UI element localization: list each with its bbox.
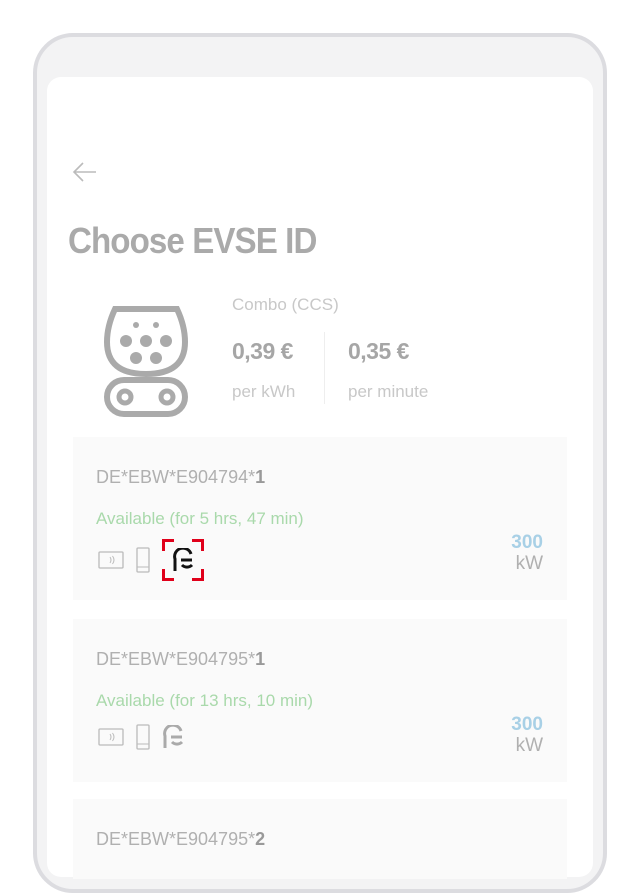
ccs-combo-plug-icon (103, 306, 189, 417)
divider (324, 332, 325, 404)
connector-type: Combo (CCS) (232, 295, 339, 314)
smartphone-icon (136, 547, 150, 573)
status-text: Available (for 5 hrs, 47 min) (96, 509, 304, 528)
page-title: Choose EVSE ID (68, 220, 317, 261)
power-rating: 300 kW (511, 714, 543, 756)
evse-card[interactable]: DE*EBW*E904795*2 (73, 799, 567, 879)
evse-card[interactable]: DE*EBW*E904795*1 Available (for 13 hrs, … (73, 619, 567, 782)
evse-id: DE*EBW*E904794*1 (96, 467, 266, 487)
plug-and-charge-selected[interactable] (162, 539, 204, 581)
arrow-left-icon[interactable] (72, 160, 98, 184)
evse-card[interactable]: DE*EBW*E904794*1 Available (for 5 hrs, 4… (73, 437, 567, 600)
plug-and-charge-icon[interactable] (162, 725, 184, 749)
rfid-card-icon (98, 728, 124, 746)
unit-per-minute: per minute (348, 382, 429, 401)
evse-id: DE*EBW*E904795*2 (96, 829, 266, 849)
status-text: Available (for 13 hrs, 10 min) (96, 691, 314, 710)
price-per-minute: 0,35 € (348, 338, 409, 364)
plug-and-charge-icon (173, 548, 194, 571)
price-per-kwh: 0,39 € (232, 338, 293, 364)
power-rating: 300 kW (511, 532, 543, 574)
smartphone-icon (136, 724, 150, 750)
rfid-card-icon (98, 551, 124, 569)
unit-per-kwh: per kWh (232, 382, 296, 401)
evse-id: DE*EBW*E904795*1 (96, 649, 266, 669)
